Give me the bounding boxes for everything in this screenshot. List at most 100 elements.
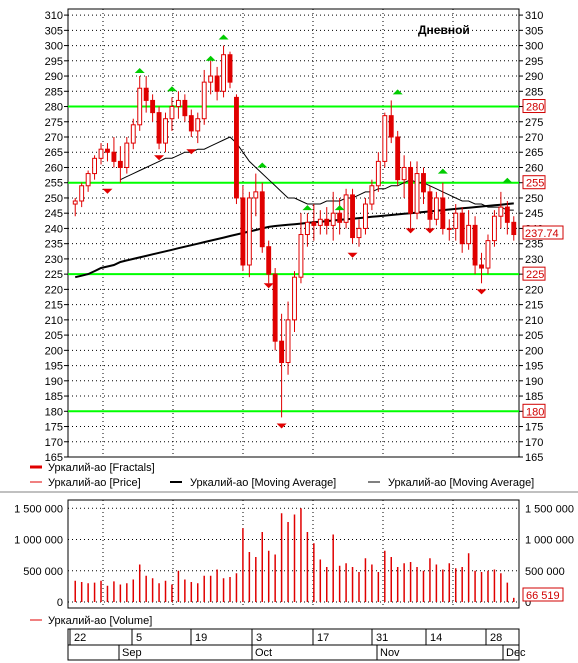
up-fractal bbox=[257, 162, 268, 168]
candle-body bbox=[208, 75, 214, 83]
legend-ma-fast: Уркалий-ао [Moving Average] bbox=[388, 477, 534, 489]
candle-body bbox=[240, 197, 246, 266]
candle-body bbox=[182, 99, 188, 117]
price-tick-label: 235 bbox=[45, 239, 63, 251]
price-tick-label: 210 bbox=[525, 315, 543, 327]
price-tick-label: 275 bbox=[45, 117, 63, 129]
price-tick-label: 245 bbox=[45, 208, 63, 220]
level-tag-label: 280 bbox=[526, 102, 544, 114]
candle-body bbox=[137, 87, 143, 126]
price-tick-label: 170 bbox=[45, 437, 63, 449]
candle-body bbox=[401, 166, 407, 181]
day-label: 14 bbox=[430, 632, 442, 644]
last-volume-value: 66 519 bbox=[526, 590, 560, 602]
down-fractal bbox=[154, 155, 165, 161]
price-tick-label: 240 bbox=[45, 223, 63, 235]
candle-body bbox=[466, 224, 472, 245]
candle-body bbox=[472, 224, 478, 266]
down-fractal bbox=[424, 228, 435, 234]
candle-body bbox=[227, 54, 233, 83]
candle-body bbox=[79, 185, 85, 202]
candle-body bbox=[124, 142, 130, 168]
volume-axis-left: 0 500 000 1 000 000 1 500 000 bbox=[14, 503, 63, 609]
candle-body bbox=[188, 115, 194, 132]
candle-body bbox=[330, 212, 336, 226]
legend-ma-slow: Уркалий-ао [Moving Average] bbox=[190, 477, 336, 489]
candle-body bbox=[130, 124, 136, 144]
price-tick-label: 230 bbox=[45, 254, 63, 266]
level-tag bbox=[522, 175, 546, 190]
price-tick-label: 190 bbox=[45, 376, 63, 388]
month-label: Sep bbox=[122, 647, 142, 659]
day-label: 5 bbox=[136, 632, 142, 644]
candle-body bbox=[395, 136, 401, 181]
price-panel-frame bbox=[67, 8, 520, 458]
candle-body bbox=[169, 106, 175, 120]
candle-body bbox=[375, 160, 381, 187]
volume-tick-label: 0 bbox=[525, 597, 531, 609]
candle-body bbox=[292, 276, 297, 321]
level-tag-label: 225 bbox=[526, 269, 544, 281]
day-label: 19 bbox=[195, 632, 207, 644]
volume-tick-label: 1 000 000 bbox=[14, 535, 63, 547]
last-volume-tag: 66 519 bbox=[522, 587, 564, 602]
price-tick-label: 260 bbox=[525, 162, 543, 174]
price-tick-label: 250 bbox=[45, 193, 63, 205]
price-tick-label: 220 bbox=[525, 284, 543, 296]
candle-body bbox=[311, 221, 317, 226]
price-tick-label: 310 bbox=[525, 10, 543, 22]
price-tick-label: 245 bbox=[525, 208, 543, 220]
candle-body bbox=[356, 227, 362, 239]
price-axis-left: 310 305 300 295 290 285 280 275 270 265 260 255 250 2… bbox=[45, 10, 68, 464]
candle-body bbox=[414, 173, 420, 214]
candle-body bbox=[491, 215, 497, 242]
price-tick-label: 300 bbox=[45, 41, 63, 53]
candle-body bbox=[156, 112, 162, 144]
volume-panel-frame bbox=[67, 499, 520, 609]
price-tick-label: 165 bbox=[525, 452, 543, 464]
price-tick-label: 305 bbox=[45, 25, 63, 37]
day-label: 28 bbox=[490, 632, 502, 644]
level-tag bbox=[522, 99, 546, 114]
candle-body bbox=[175, 99, 181, 108]
level-tag-label: 255 bbox=[526, 178, 544, 190]
candle-body bbox=[246, 197, 252, 266]
day-label: 31 bbox=[376, 632, 388, 644]
candle-body bbox=[304, 221, 310, 236]
price-axis-right: 310 305 300 295 290 285 280 275 270 265 260 255 250 2… bbox=[519, 10, 543, 464]
price-tick-label: 310 bbox=[45, 10, 63, 22]
candle-body bbox=[369, 185, 375, 205]
candle-body bbox=[479, 264, 484, 269]
candle-body bbox=[485, 240, 491, 269]
price-tick-label: 200 bbox=[525, 345, 543, 357]
candle-body bbox=[446, 227, 452, 230]
down-fractal bbox=[102, 188, 113, 194]
volume-tick-label: 0 bbox=[57, 597, 63, 609]
candle-body bbox=[440, 197, 446, 229]
price-tick-label: 265 bbox=[45, 147, 63, 159]
up-fractal bbox=[302, 205, 313, 211]
price-tick-label: 255 bbox=[45, 178, 63, 190]
candle-body bbox=[195, 118, 201, 132]
price-legend: Уркалий-ао [Fractals] Уркалий-ао [Price]… bbox=[30, 462, 534, 489]
legend-fractals: Уркалий-ао [Fractals] bbox=[48, 462, 155, 474]
price-tick-label: 180 bbox=[45, 406, 63, 418]
day-label: 3 bbox=[256, 632, 262, 644]
price-tick-label: 215 bbox=[45, 300, 63, 312]
candle-body bbox=[111, 151, 117, 162]
month-label: Dec bbox=[506, 647, 526, 659]
candle-body bbox=[259, 191, 265, 248]
candle-body bbox=[324, 218, 330, 226]
month-label: Nov bbox=[380, 647, 400, 659]
candle-body bbox=[427, 191, 433, 220]
candle-body bbox=[343, 194, 349, 223]
candle-body bbox=[279, 340, 285, 364]
price-tick-label: 290 bbox=[525, 71, 543, 83]
price-tick-label: 220 bbox=[45, 284, 63, 296]
price-tick-label: 300 bbox=[525, 41, 543, 53]
price-tick-label: 230 bbox=[525, 254, 543, 266]
candle-body bbox=[105, 148, 110, 153]
ma-fast-line bbox=[120, 136, 514, 211]
volume-axis-right: 0 500 000 1 000 000 1 500 000 bbox=[525, 503, 574, 609]
